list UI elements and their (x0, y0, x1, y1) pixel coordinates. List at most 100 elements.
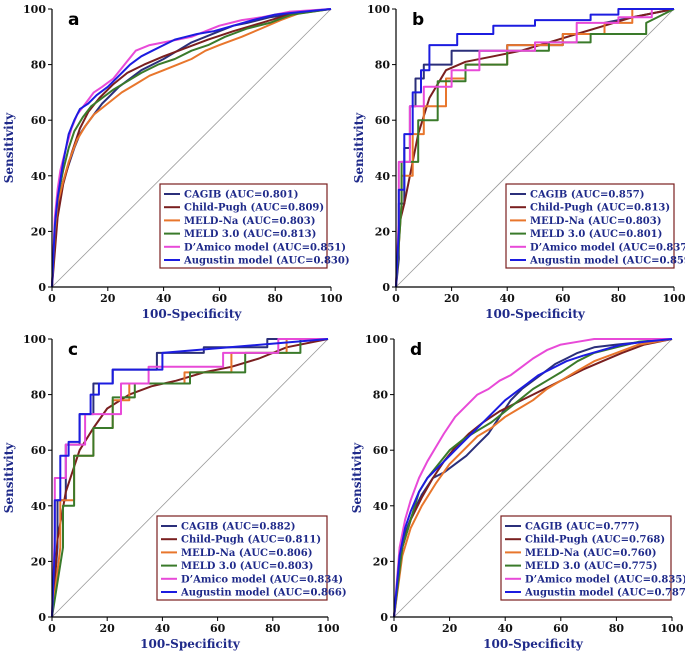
legend-entry: CAGIB (AUC=0.777) (525, 522, 639, 533)
x-tick-label: 0 (48, 622, 56, 635)
x-axis-label: 100-Specificity (483, 637, 584, 651)
roc-line-augustin-model (393, 338, 673, 618)
x-axis-label: 100-Specificity (485, 307, 586, 321)
legend-entry: Augustin model (AUC=0.859) (529, 256, 685, 267)
y-tick-label: 0 (380, 611, 388, 624)
legend-box (159, 183, 328, 269)
y-tick-label: 100 (23, 333, 46, 346)
legend-entry: MELD-Na (AUC=0.803) (184, 216, 315, 227)
roc-line-augustin-model (51, 338, 329, 618)
x-tick-label: 100 (317, 622, 340, 635)
legend: CAGIB (AUC=0.857) Child-Pugh (AUC=0.813) M… (505, 183, 685, 269)
y-tick-label: 60 (375, 114, 391, 127)
legend-entry: MELD-Na (AUC=0.760) (525, 548, 656, 559)
x-tick-label: 100 (663, 292, 685, 305)
roc-line-meld-3-0 (51, 8, 332, 288)
legend: CAGIB (AUC=0.801) Child-Pugh (AUC=0.809) M… (159, 183, 350, 269)
y-tick-label: 100 (365, 333, 388, 346)
x-tick-label: 40 (500, 292, 516, 305)
y-tick-label: 80 (31, 59, 47, 72)
x-tick-label: 0 (392, 292, 400, 305)
y-tick-label: 60 (373, 444, 389, 457)
roc-line-d-amico-model (395, 8, 674, 288)
y-tick-label: 60 (31, 114, 47, 127)
x-tick-label: 80 (268, 292, 284, 305)
x-tick-label: 60 (553, 622, 569, 635)
panel-letter: a (68, 10, 79, 30)
x-tick-label: 100 (661, 622, 684, 635)
legend-entry: Child-Pugh (AUC=0.809) (184, 203, 324, 214)
y-tick-label: 100 (23, 3, 46, 16)
legend-entry: D’Amico model (AUC=0.837) (530, 242, 685, 253)
y-tick-label: 20 (373, 555, 389, 568)
legend-entry: D’Amico model (AUC=0.835) (525, 574, 685, 585)
roc-line-child-pugh (395, 8, 675, 288)
roc-line-meld-3-0 (395, 8, 675, 288)
x-tick-label: 20 (444, 292, 460, 305)
x-tick-label: 60 (210, 622, 226, 635)
x-tick-label: 60 (555, 292, 571, 305)
x-tick-label: 20 (100, 292, 116, 305)
legend-entry: D’Amico model (AUC=0.851) (184, 242, 346, 253)
roc-line-d-amico-model (393, 338, 672, 618)
legend-entry: Augustin model (AUC=0.866) (180, 588, 347, 599)
legend-entry: Augustin model (AUC=0.787) (524, 588, 685, 599)
legend-entry: CAGIB (AUC=0.801) (184, 190, 298, 201)
legend-entry: Child-Pugh (AUC=0.813) (530, 203, 670, 214)
y-tick-label: 40 (31, 170, 47, 183)
y-tick-label: 80 (373, 389, 389, 402)
x-tick-label: 60 (212, 292, 228, 305)
y-axis-label: Sensitivity (350, 442, 364, 514)
legend-entry: Child-Pugh (AUC=0.768) (525, 535, 665, 546)
legend-entry: D’Amico model (AUC=0.834) (181, 574, 343, 585)
legend-entry: MELD 3.0 (AUC=0.813) (184, 229, 316, 240)
x-tick-label: 80 (609, 622, 625, 635)
x-tick-label: 100 (320, 292, 343, 305)
roc-line-meld-na (51, 8, 332, 288)
reference-diagonal (395, 8, 675, 288)
x-tick-label: 40 (498, 622, 514, 635)
legend: CAGIB (AUC=0.882) Child-Pugh (AUC=0.811) M… (156, 515, 347, 601)
legend-entry: Child-Pugh (AUC=0.811) (181, 535, 321, 546)
y-tick-label: 60 (31, 444, 47, 457)
legend-entry: MELD-Na (AUC=0.806) (181, 548, 312, 559)
y-tick-label: 20 (375, 225, 391, 238)
y-tick-label: 80 (31, 389, 47, 402)
y-tick-label: 0 (38, 611, 46, 624)
legend: CAGIB (AUC=0.777) Child-Pugh (AUC=0.768) M… (500, 515, 685, 601)
y-tick-label: 0 (382, 281, 390, 294)
x-tick-label: 0 (48, 292, 56, 305)
y-tick-label: 40 (375, 170, 391, 183)
panel-letter: c (68, 340, 78, 360)
y-axis-label: Sensitivity (2, 112, 16, 184)
legend-entry: MELD 3.0 (AUC=0.803) (181, 561, 313, 572)
x-axis-label: 100-Specificity (142, 307, 243, 321)
roc-line-child-pugh (51, 338, 329, 618)
panel-a: 00 20 20 40 40 60 60 80 80 100 100 100-Specificity S… (2, 3, 350, 321)
legend-box (505, 183, 675, 269)
roc-line-child-pugh (393, 338, 673, 618)
x-tick-label: 0 (390, 622, 398, 635)
x-tick-label: 80 (611, 292, 627, 305)
panel-b: 00 20 20 40 40 60 60 80 80 100 100 100-Specificity S… (352, 3, 685, 321)
panel-c: 00 20 20 40 40 60 60 80 80 100 100 100-Specificity S… (2, 333, 347, 651)
y-tick-label: 20 (31, 225, 47, 238)
x-tick-label: 20 (442, 622, 458, 635)
y-axis-label: Sensitivity (352, 112, 366, 184)
legend-box (156, 515, 328, 601)
y-tick-label: 100 (367, 3, 390, 16)
panel-d: 00 20 20 40 40 60 60 80 80 100 100 100-Specificity S… (350, 333, 685, 651)
panel-letter: b (412, 10, 424, 30)
reference-diagonal (51, 338, 329, 618)
reference-diagonal (51, 8, 332, 288)
panel-letter: d (410, 340, 422, 360)
roc-line-augustin-model (395, 8, 674, 288)
legend-entry: MELD-Na (AUC=0.803) (530, 216, 661, 227)
x-tick-label: 20 (100, 622, 116, 635)
y-axis-label: Sensitivity (2, 442, 16, 514)
y-tick-label: 40 (373, 500, 389, 513)
legend-entry: CAGIB (AUC=0.857) (530, 190, 644, 201)
legend-entry: MELD 3.0 (AUC=0.775) (525, 561, 657, 572)
